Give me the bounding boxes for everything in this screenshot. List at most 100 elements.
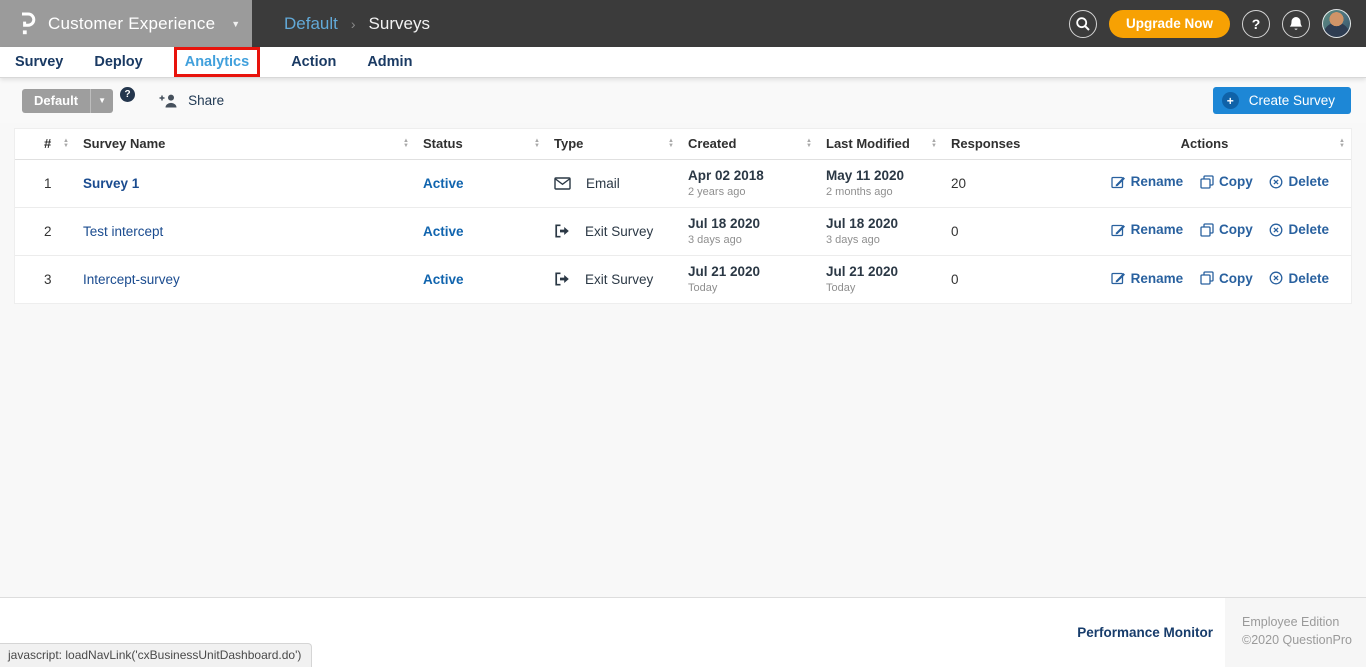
delete-button[interactable]: Delete <box>1269 222 1329 237</box>
upgrade-now-button[interactable]: Upgrade Now <box>1109 10 1230 38</box>
column-header-responses[interactable]: Responses <box>943 129 1058 159</box>
sort-icon[interactable]: ▲▼ <box>931 139 937 149</box>
responses-count: 20 <box>943 159 1058 207</box>
search-button[interactable] <box>1069 10 1097 38</box>
modified-date: Jul 18 2020 <box>826 216 935 231</box>
column-header-last-modified[interactable]: Last Modified ▲▼ <box>818 129 943 159</box>
copy-icon <box>1200 175 1214 189</box>
tab-analytics[interactable]: Analytics <box>174 47 260 77</box>
plus-icon: + <box>1222 92 1239 109</box>
status-label: Active <box>415 255 546 303</box>
survey-name-link[interactable]: Test intercept <box>83 224 163 239</box>
table-row: 2 Test intercept Active <box>15 207 1351 255</box>
surveys-toolbar: Default ▼ ? Share + Create Survey <box>0 78 1366 123</box>
delete-button[interactable]: Delete <box>1269 174 1329 189</box>
sort-icon[interactable]: ▲▼ <box>806 139 812 149</box>
breadcrumb-default-link[interactable]: Default <box>284 14 338 34</box>
row-number: 3 <box>15 255 75 303</box>
help-button[interactable]: ? <box>1242 10 1270 38</box>
created-ago: Today <box>688 282 810 294</box>
survey-type: Exit Survey <box>554 224 672 239</box>
search-icon <box>1075 16 1091 32</box>
sort-icon[interactable]: ▲▼ <box>1339 139 1345 149</box>
rename-button[interactable]: Rename <box>1111 174 1184 189</box>
delete-circle-x-icon <box>1269 175 1283 189</box>
tab-deploy[interactable]: Deploy <box>94 53 142 71</box>
share-label: Share <box>188 93 224 108</box>
created-ago: 3 days ago <box>688 234 810 246</box>
survey-type: Exit Survey <box>554 272 672 287</box>
column-header-actions[interactable]: Actions ▲▼ <box>1058 129 1351 159</box>
chevron-down-icon: ▼ <box>231 19 240 29</box>
create-survey-button[interactable]: + Create Survey <box>1213 87 1351 114</box>
column-header-type[interactable]: Type ▲▼ <box>546 129 680 159</box>
responses-count: 0 <box>943 207 1058 255</box>
delete-button[interactable]: Delete <box>1269 271 1329 286</box>
edition-info: Employee Edition ©2020 QuestionPro <box>1225 598 1366 667</box>
breadcrumb-separator: › <box>351 16 356 32</box>
rename-button[interactable]: Rename <box>1111 222 1184 237</box>
sort-icon[interactable]: ▲▼ <box>403 139 409 149</box>
questionpro-logo-icon <box>17 11 36 36</box>
folder-help-button[interactable]: ? <box>120 87 135 102</box>
user-avatar[interactable] <box>1322 9 1351 38</box>
modified-date: May 11 2020 <box>826 168 935 183</box>
share-button[interactable]: Share <box>159 93 224 108</box>
responses-count: 0 <box>943 255 1058 303</box>
business-unit-selector[interactable]: Customer Experience ▼ <box>0 0 252 47</box>
column-header-num[interactable]: # ▲▼ <box>15 129 75 159</box>
email-icon <box>554 177 571 190</box>
browser-status-bar: javascript: loadNavLink('cxBusinessUnitD… <box>0 643 312 667</box>
copy-icon <box>1200 271 1214 285</box>
sort-icon[interactable]: ▲▼ <box>63 139 69 149</box>
row-number: 1 <box>15 159 75 207</box>
modified-ago: 2 months ago <box>826 186 935 198</box>
table-header-row: # ▲▼ Survey Name ▲▼ Status ▲▼ Type <box>15 129 1351 159</box>
modified-ago: Today <box>826 282 935 294</box>
rename-pencil-icon <box>1111 271 1126 285</box>
column-header-survey-name[interactable]: Survey Name ▲▼ <box>75 129 415 159</box>
chevron-down-icon: ▼ <box>98 96 106 105</box>
survey-name-link[interactable]: Survey 1 <box>83 176 139 191</box>
share-person-icon <box>159 94 179 108</box>
delete-circle-x-icon <box>1269 223 1283 237</box>
copy-icon <box>1200 223 1214 237</box>
sort-icon[interactable]: ▲▼ <box>534 139 540 149</box>
breadcrumb: Default › Surveys <box>284 0 430 47</box>
edition-label: Employee Edition <box>1242 613 1360 631</box>
main-nav-tabs: Survey Deploy Analytics Action Admin <box>0 47 1366 78</box>
copy-button[interactable]: Copy <box>1200 174 1253 189</box>
copy-button[interactable]: Copy <box>1200 271 1253 286</box>
created-date: Jul 18 2020 <box>688 216 810 231</box>
column-header-created[interactable]: Created ▲▼ <box>680 129 818 159</box>
top-bar-actions: Upgrade Now ? <box>1069 0 1366 47</box>
created-ago: 2 years ago <box>688 186 810 198</box>
rename-pencil-icon <box>1111 175 1126 189</box>
sort-icon[interactable]: ▲▼ <box>668 139 674 149</box>
folder-selector: Default ▼ <box>22 89 113 113</box>
brand-label: Customer Experience <box>48 14 215 34</box>
created-date: Apr 02 2018 <box>688 168 810 183</box>
rename-pencil-icon <box>1111 223 1126 237</box>
surveys-table-card: # ▲▼ Survey Name ▲▼ Status ▲▼ Type <box>14 128 1352 304</box>
copyright-label: ©2020 QuestionPro <box>1242 631 1360 649</box>
folder-selector-button[interactable]: Default <box>22 89 90 113</box>
tab-survey[interactable]: Survey <box>15 53 63 71</box>
copy-button[interactable]: Copy <box>1200 222 1253 237</box>
delete-circle-x-icon <box>1269 271 1283 285</box>
column-header-status[interactable]: Status ▲▼ <box>415 129 546 159</box>
created-date: Jul 21 2020 <box>688 264 810 279</box>
tab-action[interactable]: Action <box>291 53 336 71</box>
performance-monitor-link[interactable]: Performance Monitor <box>1077 625 1213 640</box>
create-survey-label: Create Survey <box>1249 93 1335 108</box>
notifications-button[interactable] <box>1282 10 1310 38</box>
folder-dropdown-button[interactable]: ▼ <box>90 89 113 113</box>
surveys-table: # ▲▼ Survey Name ▲▼ Status ▲▼ Type <box>15 129 1351 303</box>
row-number: 2 <box>15 207 75 255</box>
modified-date: Jul 21 2020 <box>826 264 935 279</box>
top-bar: Customer Experience ▼ Default › Surveys … <box>0 0 1366 47</box>
tab-admin[interactable]: Admin <box>367 53 412 71</box>
rename-button[interactable]: Rename <box>1111 271 1184 286</box>
survey-name-link[interactable]: Intercept-survey <box>83 272 180 287</box>
table-row: 1 Survey 1 Active <box>15 159 1351 207</box>
